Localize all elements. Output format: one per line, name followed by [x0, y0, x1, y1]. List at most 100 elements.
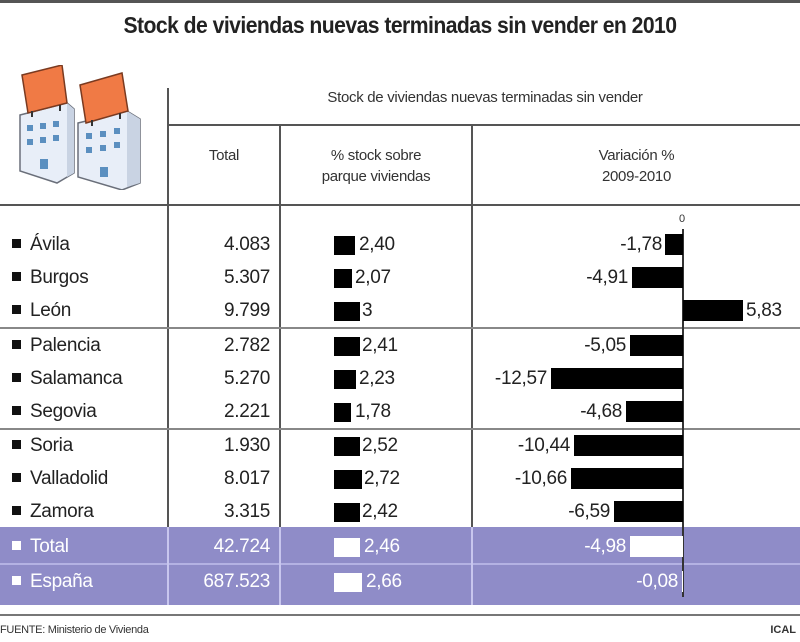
pct-bar: [334, 538, 360, 557]
variation-bar: [614, 501, 683, 522]
variation-value: -12,57: [494, 368, 547, 389]
summary-separator: [0, 563, 800, 565]
variation-value: 5,83: [746, 300, 782, 321]
variation-bar: [574, 435, 683, 456]
summary-divider-1: [167, 527, 169, 605]
province-label: Valladolid: [12, 468, 108, 490]
column-header-variation-line2: 2009-2010: [601, 168, 672, 185]
table-row: Valladolid 8.017 2,72 -10,66: [0, 462, 800, 495]
zero-axis: [682, 229, 684, 597]
table-row: Palencia 2.782 2,41 -5,05: [0, 329, 800, 362]
pct-bar: [334, 573, 362, 592]
province-label: Palencia: [12, 335, 101, 357]
pct-value: 2,40: [359, 234, 395, 255]
pct-bar: [334, 269, 352, 288]
pct-value: 2,07: [355, 267, 391, 288]
total-value: 9.799: [223, 300, 270, 321]
variation-bar: [626, 401, 683, 422]
pct-value: 3: [362, 300, 373, 321]
pct-bar: [334, 503, 360, 522]
table-row: Burgos 5.307 2,07 -4,91: [0, 261, 800, 294]
variation-bar: [683, 300, 743, 321]
province-label: España: [12, 571, 93, 593]
variation-bar: [682, 571, 683, 592]
bullet-icon: [12, 340, 21, 349]
variation-bar: [571, 468, 683, 489]
pct-value: 2,52: [362, 435, 398, 456]
group-header-rule: [167, 124, 800, 126]
pct-bar: [334, 370, 356, 389]
variation-value: -6,59: [568, 501, 610, 522]
pct-value: 2,46: [364, 536, 400, 557]
total-value: 42.724: [213, 536, 271, 557]
table-row: Segovia 2.221 1,78 -4,68: [0, 395, 800, 428]
pct-bar: [334, 437, 360, 456]
variation-value: -10,44: [517, 435, 570, 456]
pct-bar: [334, 337, 360, 356]
column-header-pct: % stock sobre parque viviendas: [281, 145, 471, 187]
variation-bar: [630, 335, 683, 356]
bullet-icon: [12, 576, 21, 585]
group-header: Stock de viviendas nuevas terminadas sin…: [327, 89, 643, 106]
province-label: Segovia: [12, 401, 97, 423]
summary-divider-2: [279, 527, 281, 605]
pct-value: 2,41: [362, 335, 398, 356]
source-note: FUENTE: Ministerio de Vivienda: [0, 624, 149, 636]
summary-row-espana: España 687.523 2,66 -0,08: [0, 565, 800, 598]
variation-bar: [665, 234, 683, 255]
variation-value: -1,78: [620, 234, 662, 255]
divider-total-column: [279, 124, 281, 605]
province-label: Burgos: [12, 267, 89, 289]
bullet-icon: [12, 541, 21, 550]
province-label: Salamanca: [12, 368, 123, 390]
pct-bar: [334, 236, 355, 255]
chart-title: Stock de viviendas nuevas terminadas sin…: [123, 12, 677, 38]
variation-value: -4,98: [584, 536, 626, 557]
table-row: Ávila 4.083 2,40 -1,78: [0, 228, 800, 261]
pct-bar: [334, 403, 351, 422]
pct-value: 2,23: [359, 368, 395, 389]
summary-divider-3: [471, 527, 473, 605]
variation-value: -4,91: [586, 267, 628, 288]
column-header-total: Total: [169, 145, 279, 166]
divider-pct-column: [471, 124, 473, 605]
variation-bar: [551, 368, 683, 389]
province-label: León: [12, 300, 71, 322]
buildings-for-sale-icon: [19, 65, 141, 190]
table-row: Soria 1.930 2,52 -10,44: [0, 429, 800, 462]
variation-value: -4,68: [580, 401, 622, 422]
column-header-variation: Variación % 2009-2010: [473, 145, 800, 187]
pct-value: 2,72: [364, 468, 400, 489]
total-value: 5.270: [223, 368, 270, 389]
pct-value: 1,78: [355, 401, 391, 422]
total-value: 687.523: [203, 571, 270, 592]
total-value: 2.221: [223, 401, 270, 422]
total-value: 3.315: [223, 501, 270, 522]
bullet-icon: [12, 239, 21, 248]
bullet-icon: [12, 506, 21, 515]
divider-label-column: [167, 88, 169, 605]
total-value: 2.782: [223, 335, 270, 356]
province-label: Ávila: [12, 234, 70, 256]
top-rule: [0, 0, 800, 3]
table-row: Zamora 3.315 2,42 -6,59: [0, 495, 800, 528]
bullet-icon: [12, 373, 21, 382]
pct-bar: [334, 470, 362, 489]
bullet-icon: [12, 406, 21, 415]
group-separator-2: [0, 428, 800, 430]
summary-row-total: Total 42.724 2,46 -4,98: [0, 530, 800, 563]
total-value: 4.083: [223, 234, 270, 255]
pct-value: 2,42: [362, 501, 398, 522]
bottom-rule: [0, 614, 800, 616]
table-row: Salamanca 5.270 2,23 -12,57: [0, 362, 800, 395]
bullet-icon: [12, 440, 21, 449]
bullet-icon: [12, 272, 21, 281]
credit-label: ICAL: [770, 624, 796, 636]
variation-value: -5,05: [584, 335, 626, 356]
variation-value: -10,66: [514, 468, 567, 489]
variation-value: -0,08: [636, 571, 678, 592]
province-label: Soria: [12, 435, 73, 457]
column-header-pct-line1: % stock sobre: [330, 147, 422, 164]
column-header-pct-line2: parque viviendas: [321, 168, 431, 185]
pct-value: 2,66: [366, 571, 402, 592]
